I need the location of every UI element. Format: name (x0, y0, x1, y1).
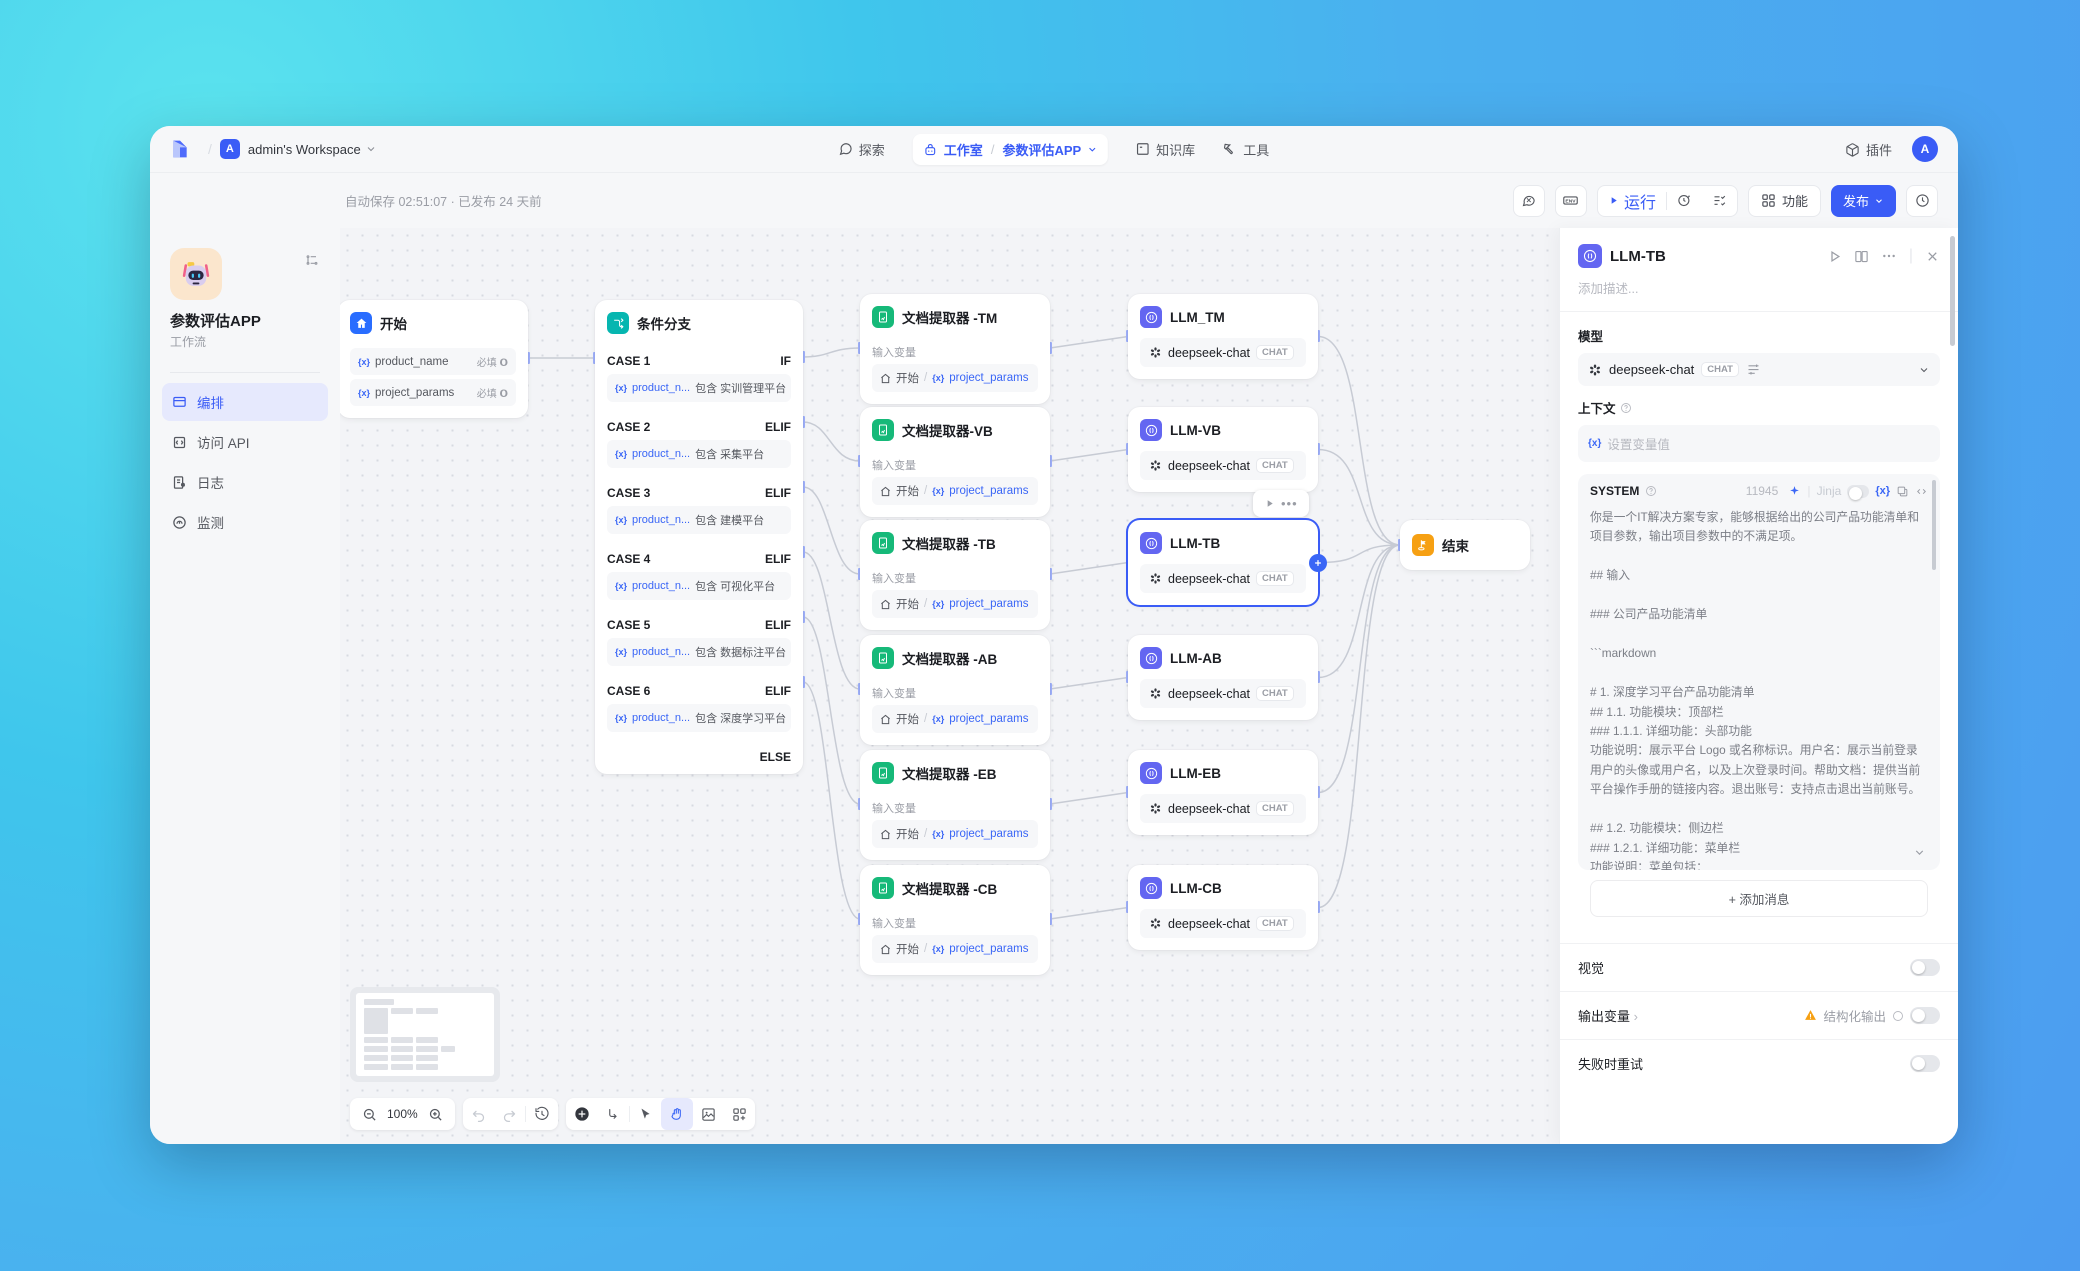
svg-text:ENV: ENV (1566, 198, 1577, 204)
